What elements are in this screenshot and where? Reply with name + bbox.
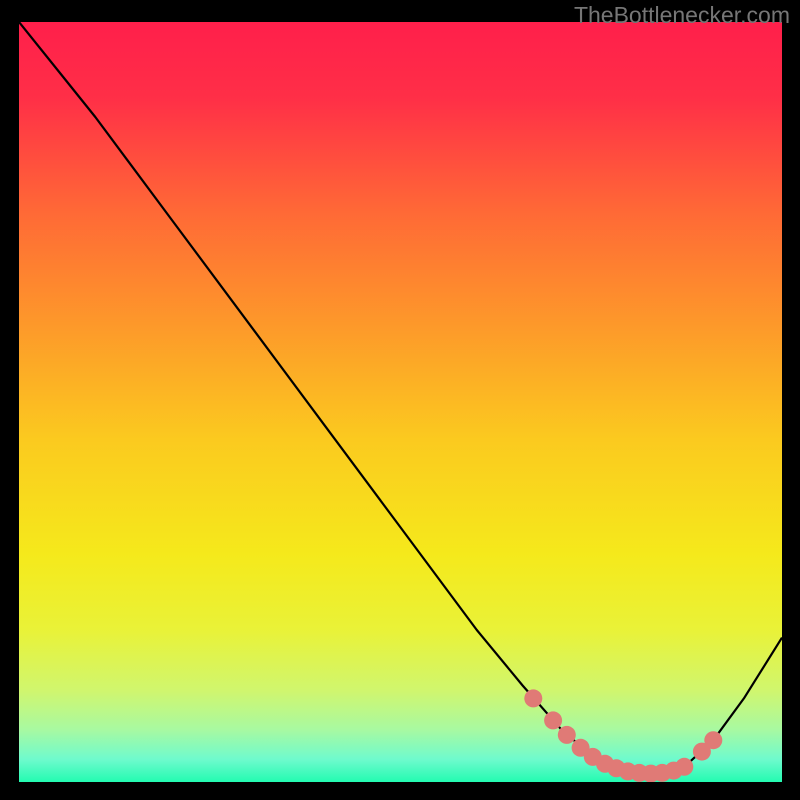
chart-plot-area bbox=[19, 22, 782, 782]
data-point-dot bbox=[558, 726, 576, 744]
data-point-dot bbox=[675, 758, 693, 776]
chart-svg-layer bbox=[19, 22, 782, 782]
data-point-dot bbox=[524, 689, 542, 707]
data-point-dot bbox=[704, 731, 722, 749]
data-point-dot bbox=[544, 711, 562, 729]
watermark-text: TheBottlenecker.com bbox=[574, 2, 790, 29]
bottleneck-curve bbox=[19, 22, 782, 774]
